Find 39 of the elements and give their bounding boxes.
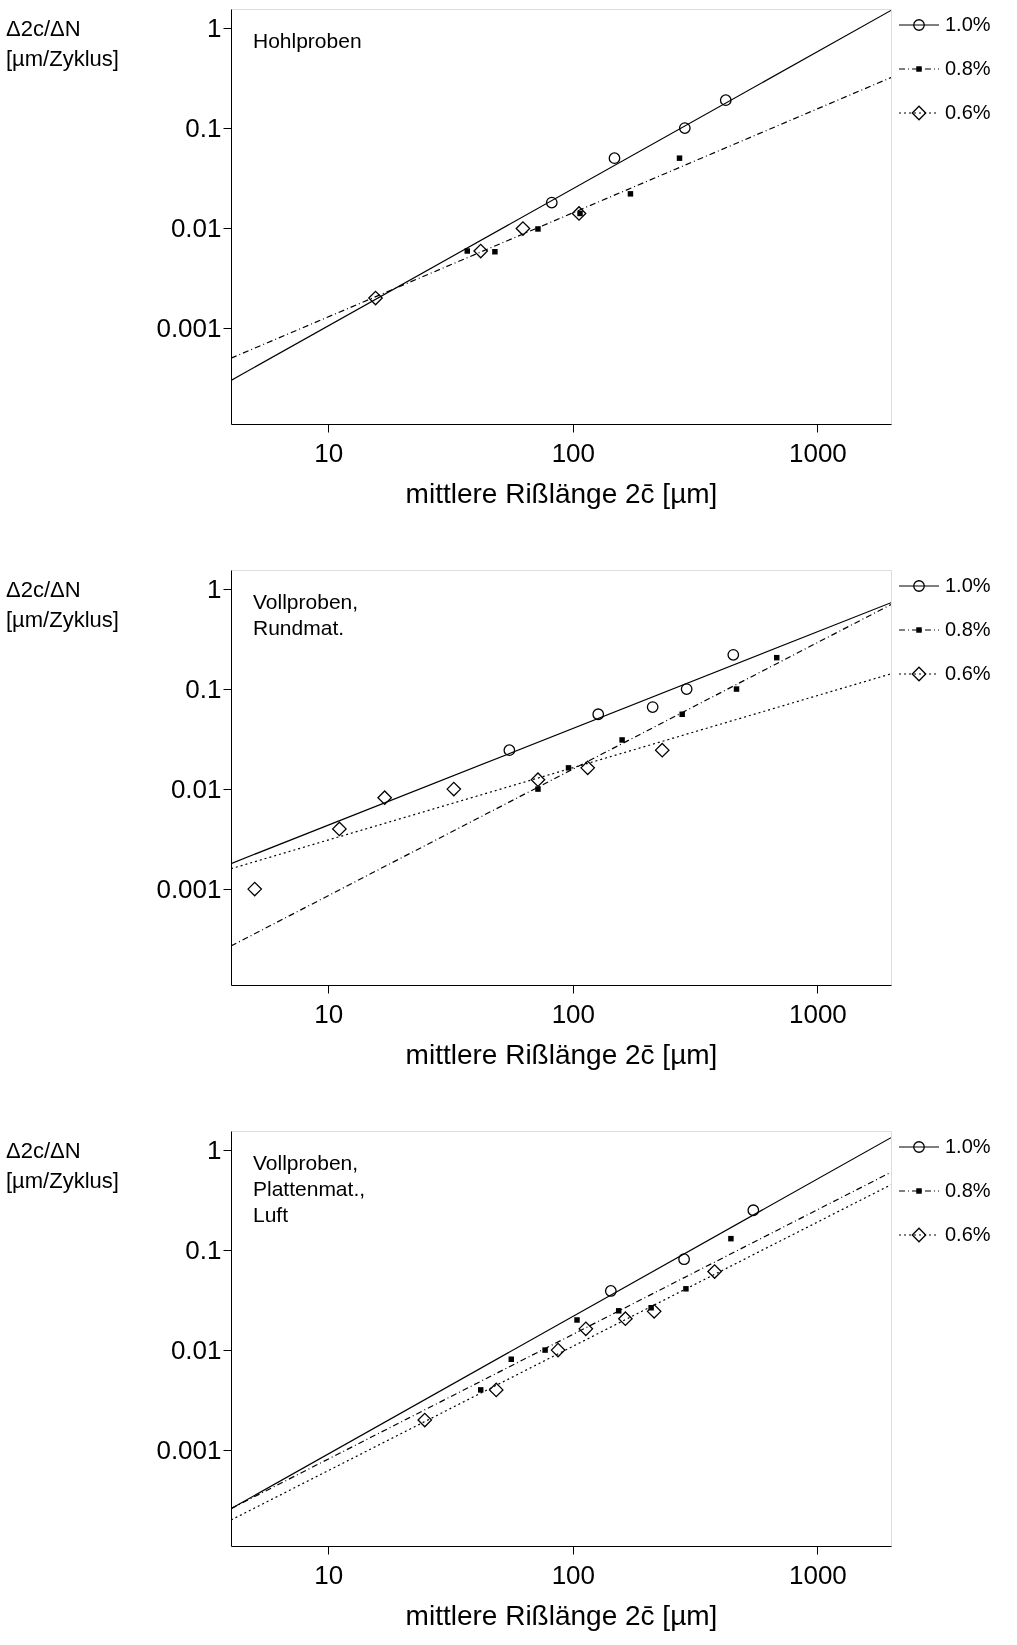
legend-label: 0.8% xyxy=(945,57,991,79)
legend-label: 0.8% xyxy=(945,618,991,640)
legend-label: 1.0% xyxy=(945,13,991,35)
y-tick-label: 1 xyxy=(207,12,222,43)
x-tick-label: 10 xyxy=(314,1559,344,1590)
x-tick-label: 100 xyxy=(551,998,596,1029)
legend-label: 1.0% xyxy=(945,574,991,596)
y-axis-title: Δ2c/ΔN [µm/Zyklus] xyxy=(6,577,119,632)
legend-label: 0.6% xyxy=(945,101,991,123)
x-tick-label: 100 xyxy=(551,437,596,468)
x-tick-label: 10 xyxy=(314,437,344,468)
x-axis-title: mittlere Rißlänge 2c̄ [µm] xyxy=(405,1038,718,1070)
y-axis-title: Δ2c/ΔN [µm/Zyklus] xyxy=(6,16,119,71)
y-tick-label: 0.001 xyxy=(156,312,222,343)
y-tick-label: 0.1 xyxy=(185,1234,222,1265)
legend-label: 0.6% xyxy=(945,662,991,684)
y-tick-label: 0.1 xyxy=(185,673,222,704)
annotation: Vollproben, Rundmat. xyxy=(253,590,359,639)
x-axis-title: mittlere Rißlänge 2c̄ [µm] xyxy=(405,477,718,509)
annotation: Hohlproben xyxy=(253,29,362,52)
x-tick-label: 100 xyxy=(551,1559,596,1590)
y-tick-label: 0.1 xyxy=(185,112,222,143)
x-tick-label: 10 xyxy=(314,998,344,1029)
legend-label: 1.0% xyxy=(945,1135,991,1157)
y-tick-label: 0.01 xyxy=(170,212,222,243)
y-tick-label: 1 xyxy=(207,573,222,604)
x-tick-label: 1000 xyxy=(788,1559,847,1590)
y-tick-label: 0.001 xyxy=(156,1434,222,1465)
y-tick-label: 0.01 xyxy=(170,1334,222,1365)
x-tick-label: 1000 xyxy=(788,437,847,468)
legend-label: 0.6% xyxy=(945,1223,991,1245)
annotation: Vollproben, Plattenmat., Luft xyxy=(253,1151,366,1226)
x-axis-title: mittlere Rißlänge 2c̄ [µm] xyxy=(405,1599,718,1631)
legend-label: 0.8% xyxy=(945,1179,991,1201)
y-tick-label: 0.001 xyxy=(156,873,222,904)
y-tick-label: 1 xyxy=(207,1134,222,1165)
y-tick-label: 0.01 xyxy=(170,773,222,804)
x-tick-label: 1000 xyxy=(788,998,847,1029)
y-axis-title: Δ2c/ΔN [µm/Zyklus] xyxy=(6,1138,119,1193)
